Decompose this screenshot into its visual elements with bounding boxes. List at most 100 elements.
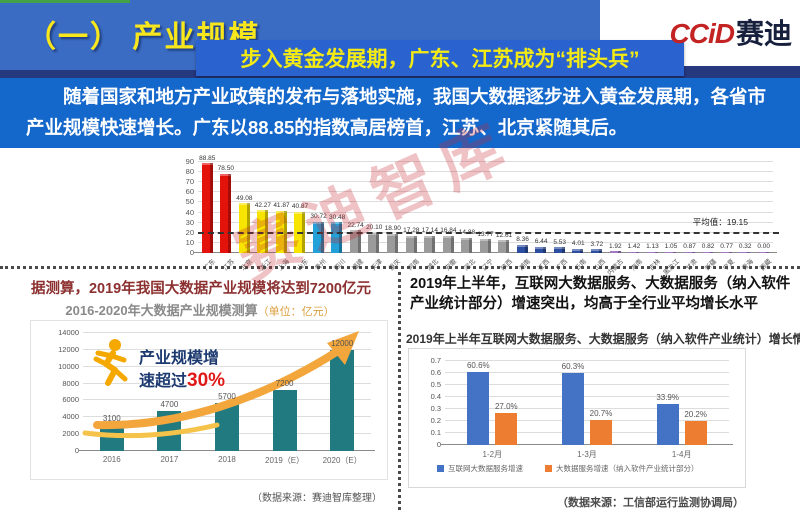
x-tick-label: 2019（E） [265, 456, 305, 465]
bar-value-label: 0.87 [683, 243, 696, 250]
bar-value-label: 30.48 [328, 213, 346, 221]
gridline [445, 360, 729, 361]
gridline [445, 408, 729, 409]
y-tick-label: 0.1 [430, 428, 441, 437]
bar [479, 239, 491, 253]
bar-value-label: 0.82 [701, 243, 715, 250]
bar-value-label: 30.72 [310, 213, 327, 221]
bar [157, 411, 182, 451]
y-tick-label: 14000 [58, 328, 79, 337]
y-tick-label: 0 [74, 446, 79, 455]
y-tick-label: 40 [185, 207, 194, 217]
bar [609, 251, 621, 253]
bar [516, 244, 528, 253]
ccid-logo: CCiD赛迪 [670, 12, 792, 52]
growth-legend: 互联网大数据服务增速 大数据服务增速（纳入软件产业统计部分） [437, 463, 699, 474]
bar [665, 251, 677, 253]
bar-value-label: 41.87 [273, 202, 290, 210]
bar [720, 251, 732, 253]
bar [572, 248, 584, 253]
y-tick-label: 60 [185, 187, 194, 197]
y-tick-label: 0.7 [430, 356, 441, 365]
bar-value-label: 20.10 [366, 224, 383, 232]
bar [702, 251, 714, 253]
bar-value-label: 0.77 [720, 243, 733, 250]
annotation-highlight: 30% [187, 370, 226, 391]
growth-annotation: 产业规模增 速超过30% [139, 349, 225, 393]
intro-banner: 随着国家和地方产业政策的发布与落地实施，我国大数据逐步进入黄金发展期，各省市产业… [0, 78, 800, 148]
growth-chart-plot: 0 0.1 0.2 0.3 0.4 0.5 0.6 0.7 1-2月 60.6% 27.0% 1-3月… [431, 356, 733, 459]
gridline [445, 432, 729, 433]
bar-value-label: 27.0% [494, 401, 518, 411]
y-tick-label: 10000 [58, 361, 79, 371]
gridline [198, 221, 773, 223]
bar [757, 251, 769, 253]
bar [683, 251, 695, 253]
bar [257, 210, 269, 253]
runner-icon [93, 339, 128, 386]
header-green-edge [0, 0, 130, 3]
legend-item-bigdata: 大数据服务增速（纳入软件产业统计部分） [545, 463, 699, 474]
y-tick-label: 6000 [62, 395, 79, 405]
y-tick-label: 10 [185, 237, 194, 247]
bar-value-label: 1.13 [646, 243, 659, 250]
y-tick-label: 80 [185, 167, 194, 177]
average-value-label: 平均值：19.15 [692, 217, 748, 227]
bar-value-label: 14.88 [458, 229, 476, 237]
bar-value-label: 5700 [218, 391, 236, 401]
gridline [198, 161, 773, 162]
bar-value-label: 88.85 [199, 154, 216, 162]
x-tick-label: 1-3月 [577, 450, 597, 459]
bar-value-label: 8.36 [516, 236, 529, 244]
bar-value-label: 12000 [331, 338, 354, 348]
annotation-line1: 产业规模增 [139, 350, 220, 367]
bar-value-label: 0.00 [757, 243, 771, 250]
bar-value-label: 5.53 [553, 238, 567, 246]
bar-value-label: 78.50 [217, 165, 234, 173]
average-line [198, 231, 779, 234]
bar-value-label: 13.77 [477, 230, 494, 238]
bar [405, 235, 417, 253]
annotation-line2: 速超过 [139, 373, 188, 390]
bar-value-label: 0.32 [738, 243, 752, 250]
forecast-source: （数据来源：赛迪智库整理） [252, 493, 382, 504]
y-tick-label: 0.2 [430, 416, 441, 425]
bar [461, 237, 473, 253]
gridline [198, 191, 773, 193]
bar-value-label: 3.72 [590, 240, 604, 248]
bar [368, 232, 380, 253]
bar [467, 372, 490, 445]
forecast-heading: 据测算，2019年我国大数据产业规模将达到7200亿元 [30, 281, 371, 297]
x-tick-label: 2016 [102, 455, 121, 464]
logo-latin: CCiD [669, 18, 735, 49]
y-tick-label: 2000 [62, 429, 79, 439]
bar-value-label: 42.27 [254, 201, 272, 209]
x-tick-label: 1-4月 [671, 450, 692, 459]
bar [684, 420, 707, 445]
bar [312, 221, 324, 253]
gridline [198, 171, 773, 173]
bar [591, 249, 603, 253]
growth-chart-panel: 0 0.1 0.2 0.3 0.4 0.5 0.6 0.7 1-2月 60.6% 27.0% 1-3月… [408, 348, 746, 488]
bar [201, 163, 213, 253]
bar [656, 404, 679, 445]
bar-value-label: 60.3% [561, 361, 585, 371]
bar-value-label: 1.42 [627, 243, 641, 250]
forecast-title-main: 2016-2020年大数据产业规模测算 [65, 303, 258, 318]
bar-value-label: 20.7% [589, 409, 613, 419]
gridline [445, 384, 729, 385]
y-tick-label: 4000 [62, 412, 79, 422]
horizontal-dotted-divider [0, 266, 800, 269]
bar-value-label: 4700 [160, 400, 179, 410]
y-tick-label: 30 [185, 217, 194, 227]
x-tick-label: 2018 [218, 455, 236, 464]
growth-chart-title: 2019年上半年互联网大数据服务、大数据服务（纳入软件产业统计）增长情况 [406, 332, 800, 346]
bar-value-label: 22.74 [347, 221, 364, 229]
y-tick-label: 0 [436, 440, 441, 449]
y-tick-label: 0 [189, 248, 194, 257]
bar [590, 420, 612, 445]
x-tick-label: 2017 [160, 455, 179, 464]
y-tick-label: 0.5 [430, 380, 441, 389]
bar [349, 230, 361, 253]
